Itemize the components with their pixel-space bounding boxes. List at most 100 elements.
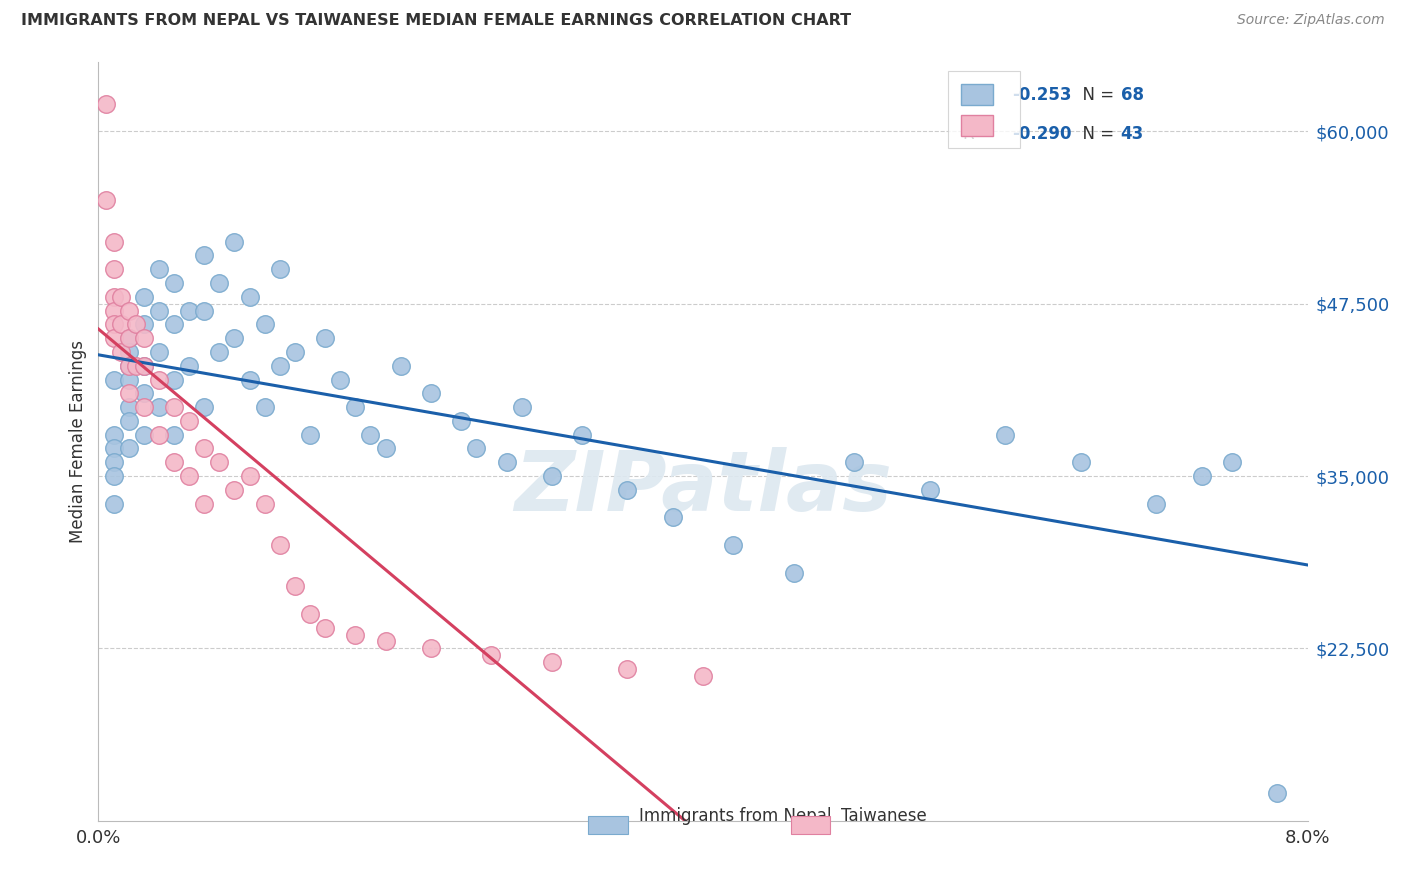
Point bbox=[94, 194, 117, 208]
Text: N =: N = bbox=[1073, 87, 1119, 104]
Point bbox=[103, 442, 125, 456]
Point bbox=[360, 427, 382, 442]
Point bbox=[239, 372, 262, 386]
Point bbox=[571, 427, 593, 442]
Point bbox=[148, 400, 170, 414]
Point bbox=[208, 345, 231, 359]
Point bbox=[148, 303, 170, 318]
Point bbox=[118, 331, 141, 345]
Point bbox=[132, 359, 155, 373]
Point bbox=[208, 455, 231, 469]
Point bbox=[125, 318, 148, 332]
Point bbox=[224, 331, 246, 345]
Point bbox=[132, 318, 155, 332]
Text: 68: 68 bbox=[1121, 87, 1143, 104]
Point bbox=[299, 427, 322, 442]
Point bbox=[844, 455, 866, 469]
Y-axis label: Median Female Earnings: Median Female Earnings bbox=[69, 340, 87, 543]
Point bbox=[163, 400, 186, 414]
Point bbox=[163, 276, 186, 290]
Point bbox=[179, 469, 201, 483]
Point bbox=[148, 372, 170, 386]
Text: Taiwanese: Taiwanese bbox=[842, 807, 927, 825]
Point bbox=[510, 400, 533, 414]
Point bbox=[193, 248, 215, 262]
Point bbox=[239, 469, 262, 483]
Point bbox=[540, 469, 562, 483]
Point bbox=[481, 648, 503, 663]
Point bbox=[239, 290, 262, 304]
Text: R =: R = bbox=[963, 87, 1000, 104]
Point bbox=[374, 634, 396, 648]
Point bbox=[163, 318, 186, 332]
Point bbox=[179, 359, 201, 373]
Point bbox=[110, 345, 132, 359]
Point bbox=[193, 303, 215, 318]
Point bbox=[132, 359, 155, 373]
Point bbox=[329, 372, 352, 386]
Point bbox=[1070, 455, 1092, 469]
Point bbox=[132, 331, 155, 345]
Point bbox=[163, 427, 186, 442]
Text: -0.290: -0.290 bbox=[1012, 126, 1071, 144]
Point bbox=[269, 538, 291, 552]
Point bbox=[540, 655, 562, 669]
Text: -0.253: -0.253 bbox=[1012, 87, 1071, 104]
Point bbox=[344, 627, 367, 641]
Point bbox=[344, 400, 367, 414]
Point bbox=[94, 96, 117, 111]
Point bbox=[163, 372, 186, 386]
Point bbox=[118, 303, 141, 318]
Legend: , : , bbox=[948, 71, 1021, 148]
Point bbox=[661, 510, 683, 524]
Point bbox=[118, 400, 141, 414]
Text: 43: 43 bbox=[1121, 126, 1144, 144]
Text: N =: N = bbox=[1073, 126, 1119, 144]
Point bbox=[1220, 455, 1243, 469]
Point bbox=[723, 538, 745, 552]
Point bbox=[118, 359, 141, 373]
Point bbox=[179, 303, 201, 318]
Point bbox=[253, 318, 276, 332]
Point bbox=[389, 359, 412, 373]
Point bbox=[918, 483, 941, 497]
Point bbox=[193, 400, 215, 414]
Point bbox=[103, 235, 125, 249]
Point bbox=[224, 483, 246, 497]
Point bbox=[179, 414, 201, 428]
Point bbox=[103, 497, 125, 511]
Point bbox=[103, 303, 125, 318]
Point bbox=[118, 442, 141, 456]
Point bbox=[450, 414, 472, 428]
Text: Immigrants from Nepal: Immigrants from Nepal bbox=[638, 807, 831, 825]
Point bbox=[103, 262, 125, 277]
Point bbox=[193, 497, 215, 511]
Point bbox=[118, 345, 141, 359]
Point bbox=[125, 359, 148, 373]
Point bbox=[132, 400, 155, 414]
Point bbox=[692, 669, 714, 683]
Point bbox=[103, 469, 125, 483]
Point bbox=[103, 372, 125, 386]
Point bbox=[118, 359, 141, 373]
Text: Source: ZipAtlas.com: Source: ZipAtlas.com bbox=[1237, 13, 1385, 28]
Point bbox=[314, 621, 336, 635]
Point bbox=[148, 427, 170, 442]
Point bbox=[148, 262, 170, 277]
Point bbox=[314, 331, 336, 345]
Point bbox=[148, 345, 170, 359]
Point bbox=[783, 566, 806, 580]
Point bbox=[103, 455, 125, 469]
Point bbox=[110, 318, 132, 332]
Point bbox=[1146, 497, 1168, 511]
Point bbox=[1267, 786, 1289, 800]
Point bbox=[118, 331, 141, 345]
Point bbox=[253, 400, 276, 414]
Point bbox=[208, 276, 231, 290]
Point bbox=[495, 455, 517, 469]
Point bbox=[1191, 469, 1213, 483]
Point bbox=[132, 386, 155, 401]
Point bbox=[420, 641, 443, 656]
Point bbox=[299, 607, 322, 621]
Point bbox=[163, 455, 186, 469]
